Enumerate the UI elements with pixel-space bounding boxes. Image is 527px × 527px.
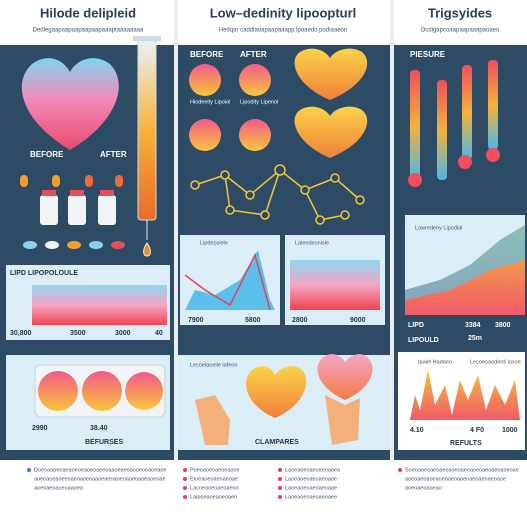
note: Laoeaoeoaeoaeoaoe bbox=[285, 476, 337, 482]
bullet bbox=[183, 468, 187, 472]
note: Poeoaoeoaeoeaooe bbox=[190, 467, 240, 473]
area bbox=[185, 250, 275, 310]
axis-label: 3384 bbox=[465, 322, 481, 329]
axis-label: 30,800 bbox=[10, 330, 32, 337]
syringe-cap bbox=[133, 36, 161, 41]
particle bbox=[189, 64, 221, 96]
heart bbox=[21, 58, 119, 150]
note: aoeoaeoaoeao bbox=[405, 485, 442, 491]
axis-label: 9000 bbox=[350, 317, 366, 324]
note: Laoeaoeoaeoaeoaee bbox=[285, 494, 337, 500]
label: BEFORE bbox=[190, 50, 224, 59]
axis-label: 7900 bbox=[188, 317, 204, 324]
bullet bbox=[278, 495, 282, 499]
axis-label: 25m bbox=[468, 335, 482, 342]
axis-label: LIPD bbox=[408, 322, 424, 329]
chart-label: LIPD LIPOPOLOULE bbox=[10, 270, 78, 277]
tablet bbox=[38, 371, 78, 411]
label: AFTER bbox=[100, 150, 127, 159]
bullet bbox=[27, 468, 31, 472]
axis-label: 1000 bbox=[502, 427, 518, 434]
legend-label: Lecoeoaodenti lasoe bbox=[470, 359, 521, 365]
hand bbox=[325, 395, 360, 445]
axis-label: 4 F0 bbox=[470, 427, 484, 434]
note: Etoeaoeoaeoaeoae bbox=[190, 476, 238, 482]
caption: REFULTS bbox=[450, 440, 482, 447]
axis-label: 3800 bbox=[495, 322, 511, 329]
particle bbox=[239, 64, 271, 96]
particle bbox=[239, 119, 271, 151]
divider bbox=[174, 0, 178, 460]
label: AFTER bbox=[240, 50, 267, 59]
stripe-chart bbox=[32, 285, 167, 325]
divider bbox=[390, 0, 394, 460]
note: aoeoaeoaoeoaaoea bbox=[34, 485, 84, 491]
axis-label: 3500 bbox=[70, 330, 86, 337]
axis-label: 5800 bbox=[245, 317, 261, 324]
bullet bbox=[278, 468, 282, 472]
label: Hiodeeity Lipoiol bbox=[190, 99, 230, 105]
axis-label: 4.10 bbox=[410, 427, 424, 434]
line bbox=[184, 252, 271, 311]
note: Soeoaoeoaeoaeoaoeoaeoaoeoaeoaeoaoeoae bbox=[405, 467, 519, 473]
axis-label: 40 bbox=[155, 330, 163, 337]
axis-label: LIPOULD bbox=[408, 337, 439, 344]
caption: BEFURSES bbox=[85, 439, 123, 446]
label: Lecoelaoeile lafeon bbox=[190, 362, 237, 368]
legend-label: Ipaiel Hadaeo bbox=[418, 359, 452, 365]
heart bbox=[294, 106, 368, 158]
title: Low–dedinity lipoopturl bbox=[210, 5, 357, 20]
note: aoeoaoeaoeeoaeoaoeoaaoeaeoaoeoaoeoaoeaoe… bbox=[34, 476, 166, 482]
tablet bbox=[125, 372, 163, 410]
note: Doeoaaoeoaeaoeoeaoeoaeeoaaoeaeoaooeooaoe… bbox=[34, 467, 166, 473]
heart bbox=[317, 354, 373, 400]
note: Laoeaoeoaeoaeoaoea bbox=[285, 467, 341, 473]
note: Lacoeaoeoaeoaeoo bbox=[190, 485, 239, 491]
note: aoeoaeoaoeaoeoaeoaoeoaeoaeoaeoaoe bbox=[405, 476, 506, 482]
tablet bbox=[82, 371, 122, 411]
note: Laipoeaoeaoeoaeo bbox=[190, 494, 237, 500]
note: Laoeaoeoaeoaeoaae bbox=[285, 485, 337, 491]
notes: Doeoaaoeoaeaoeoeaoeoaeeoaaoeaeoaooeooaoe… bbox=[27, 467, 519, 500]
axis-label: 2990 bbox=[32, 425, 48, 432]
label: BEFORE bbox=[30, 150, 64, 159]
area bbox=[410, 370, 520, 420]
subtitle: Ocdigapcoaapaapaaapaoaeo bbox=[421, 28, 500, 34]
chart-label: Lowredeny Lipodial bbox=[415, 225, 462, 231]
heart bbox=[294, 48, 368, 100]
area bbox=[405, 225, 525, 300]
chart-label: Lipdepsiele bbox=[200, 240, 228, 246]
chart-label: Lalendeonisle bbox=[295, 240, 329, 246]
bottles bbox=[20, 175, 125, 249]
bullet bbox=[183, 486, 187, 490]
axis-label: 2800 bbox=[292, 317, 308, 324]
title: Trigsyides bbox=[428, 5, 492, 20]
bullet bbox=[278, 477, 282, 481]
molecule bbox=[190, 164, 365, 225]
subtitle: Dedlegaapaapaapaapaapaaaptaaaaaaaa bbox=[33, 28, 144, 34]
subtitle: Hedqar caddiaoapaapaaapp lpoaedo podiaae… bbox=[219, 28, 347, 34]
syringe bbox=[137, 39, 157, 221]
particle bbox=[189, 119, 221, 151]
stripe-chart bbox=[290, 260, 380, 310]
axis-label: 3000 bbox=[115, 330, 131, 337]
hand bbox=[195, 395, 230, 445]
bullet bbox=[398, 468, 402, 472]
bullet bbox=[278, 486, 282, 490]
label: Lipodity Lipenol bbox=[240, 99, 278, 105]
bullet bbox=[183, 495, 187, 499]
drop bbox=[143, 220, 151, 257]
heart bbox=[245, 366, 307, 418]
axis-label: 38.40 bbox=[90, 425, 108, 432]
vertical-bars bbox=[408, 60, 500, 187]
caption: CLAMPARES bbox=[255, 439, 299, 446]
label: PIESURE bbox=[410, 50, 446, 59]
bullet bbox=[183, 477, 187, 481]
title: Hilode delipleid bbox=[40, 5, 136, 20]
